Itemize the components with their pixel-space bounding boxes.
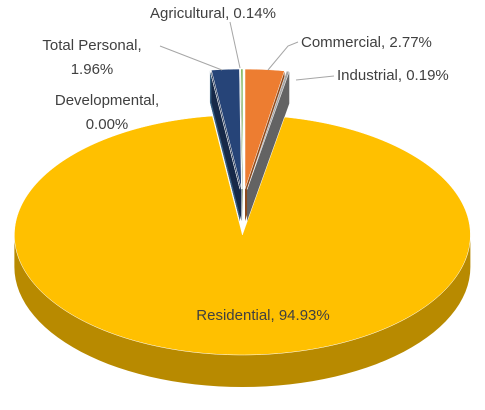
data-label: Agricultural, 0.14% [150,5,276,22]
leader-line [295,75,335,81]
slice [240,68,244,190]
data-label: 0.00% [86,116,129,133]
slice-wall [247,71,290,222]
pie-tops [14,68,471,356]
leader-line [159,45,223,71]
label-category: Commercial [301,34,381,51]
label-value: 0.14% [233,5,276,22]
slice [246,70,290,190]
leader-line [229,21,241,69]
data-label: Residential, 94.93% [196,307,329,324]
data-label: 1.96% [71,61,114,78]
label-value: 2.77% [389,34,432,51]
slice [209,70,241,190]
slice [14,115,471,356]
label-category: Developmental [55,92,155,109]
data-label: Developmental, [55,92,159,109]
leader-line [267,41,299,71]
label-category: Residential [196,307,270,324]
label-category: Total Personal [42,37,137,54]
label-value: 94.93% [279,307,330,324]
slice [244,68,285,190]
label-category: Industrial [337,67,398,84]
pie [14,68,471,387]
data-label: Commercial, 2.77% [301,34,432,51]
label-category: Agricultural [150,5,225,22]
slice [211,68,242,190]
data-label: Total Personal, [42,37,141,54]
slice-side [14,234,471,387]
data-label: Industrial, 0.19% [337,67,449,84]
slice-wall [211,70,242,222]
label-value: 0.19% [406,67,449,84]
